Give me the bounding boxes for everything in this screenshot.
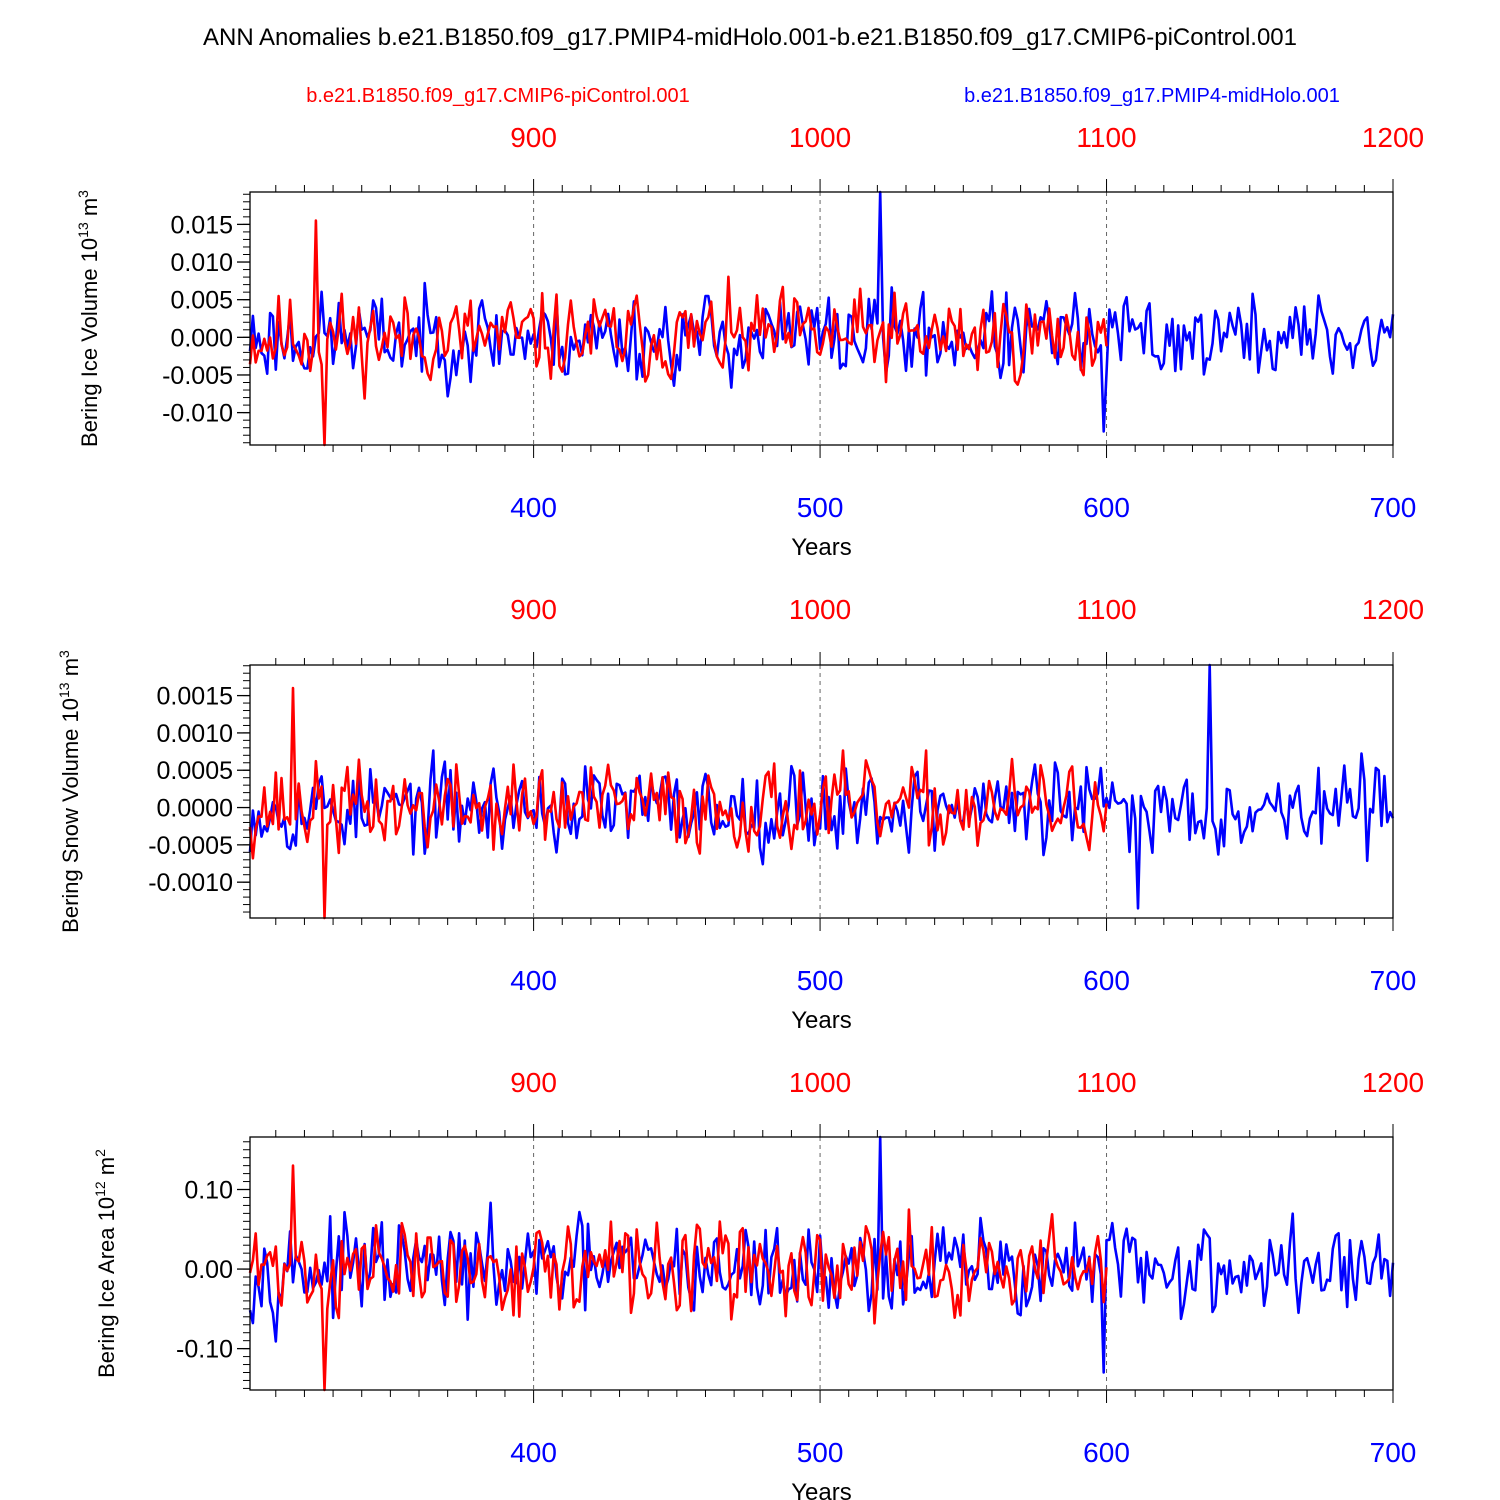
legend-red-label: b.e21.B1850.f09_g17.CMIP6-piControl.001	[306, 85, 690, 107]
x-tick-label-top: 1100	[1076, 1067, 1136, 1098]
x-tick-label-bottom: 400	[510, 1437, 557, 1468]
x-tick-label-top: 900	[510, 1067, 557, 1098]
y-tick-label: 0.010	[170, 249, 233, 277]
x-tick-label-top: 1000	[789, 1067, 851, 1098]
x-tick-label-top: 1100	[1076, 122, 1136, 153]
y-tick-label: -0.0010	[148, 869, 233, 897]
x-tick-label-bottom: 700	[1370, 492, 1417, 523]
y-tick-label: 0.0015	[157, 683, 233, 711]
x-tick-label-bottom: 600	[1083, 965, 1130, 996]
y-tick-label: 0.0005	[157, 757, 233, 785]
x-tick-label-bottom: 600	[1083, 1437, 1130, 1468]
x-tick-label-top: 1000	[789, 122, 851, 153]
series-line-blue	[248, 190, 1395, 433]
x-tick-label-bottom: 500	[797, 965, 844, 996]
y-tick-label: 0.0010	[157, 720, 233, 748]
x-tick-label-top: 1000	[789, 594, 851, 625]
x-axis-label: Years	[791, 1007, 852, 1034]
y-axis-label: Bering Snow Volume 1013 m3	[56, 650, 83, 933]
y-tick-label: -0.10	[176, 1336, 233, 1364]
x-tick-label-top: 1200	[1362, 594, 1424, 625]
x-tick-label-top: 1200	[1362, 1067, 1424, 1098]
x-tick-label-bottom: 500	[797, 1437, 844, 1468]
panel-ice-area: -0.10 0.00 0.10 400 500 600 700 900 1000 1100 1200…	[92, 1067, 1424, 1500]
x-axis-label: Years	[791, 1479, 852, 1500]
y-axis-label: Bering Ice Area 1012 m2	[92, 1149, 119, 1378]
series-line-blue	[248, 663, 1395, 910]
y-tick-label: 0.000	[170, 324, 233, 352]
x-tick-label-bottom: 500	[797, 492, 844, 523]
panel-ice-volume: -0.010 -0.005 0.000 0.005 0.010 0.015 400 500 60…	[75, 122, 1424, 561]
panel-snow-volume: -0.0010 -0.0005 0.0000 0.0005 0.0010 0.0015 40…	[56, 594, 1424, 1034]
series-line-red	[248, 1164, 1108, 1392]
plot-frame	[249, 1136, 1394, 1391]
x-tick-label-top: 1200	[1362, 122, 1424, 153]
y-axis-label: Bering Ice Volume 1013 m3	[75, 190, 102, 447]
y-tick-label: -0.0005	[148, 832, 233, 860]
plot-frame	[249, 191, 1394, 446]
x-tick-label-bottom: 400	[510, 492, 557, 523]
x-tick-label-bottom: 400	[510, 965, 557, 996]
x-axis-label: Years	[791, 534, 852, 561]
y-tick-label: 0.10	[184, 1177, 233, 1205]
y-tick-label: -0.010	[162, 400, 233, 428]
legend-blue-label: b.e21.B1850.f09_g17.PMIP4-midHolo.001	[964, 85, 1340, 107]
y-tick-label: 0.00	[184, 1256, 233, 1284]
x-tick-label-top: 900	[510, 594, 557, 625]
x-tick-label-bottom: 700	[1370, 1437, 1417, 1468]
x-tick-label-top: 1100	[1076, 594, 1136, 625]
y-tick-label: 0.015	[170, 211, 233, 239]
y-tick-label: 0.005	[170, 287, 233, 315]
x-tick-label-bottom: 600	[1083, 492, 1130, 523]
x-tick-label-top: 900	[510, 122, 557, 153]
y-tick-label: -0.005	[162, 362, 233, 390]
chart-title: ANN Anomalies b.e21.B1850.f09_g17.PMIP4-…	[203, 24, 1297, 51]
series-line-red	[248, 686, 1108, 920]
y-tick-label: 0.0000	[157, 795, 233, 823]
series-line-red	[248, 219, 1108, 447]
plot-frame	[249, 664, 1394, 919]
x-tick-label-bottom: 700	[1370, 965, 1417, 996]
